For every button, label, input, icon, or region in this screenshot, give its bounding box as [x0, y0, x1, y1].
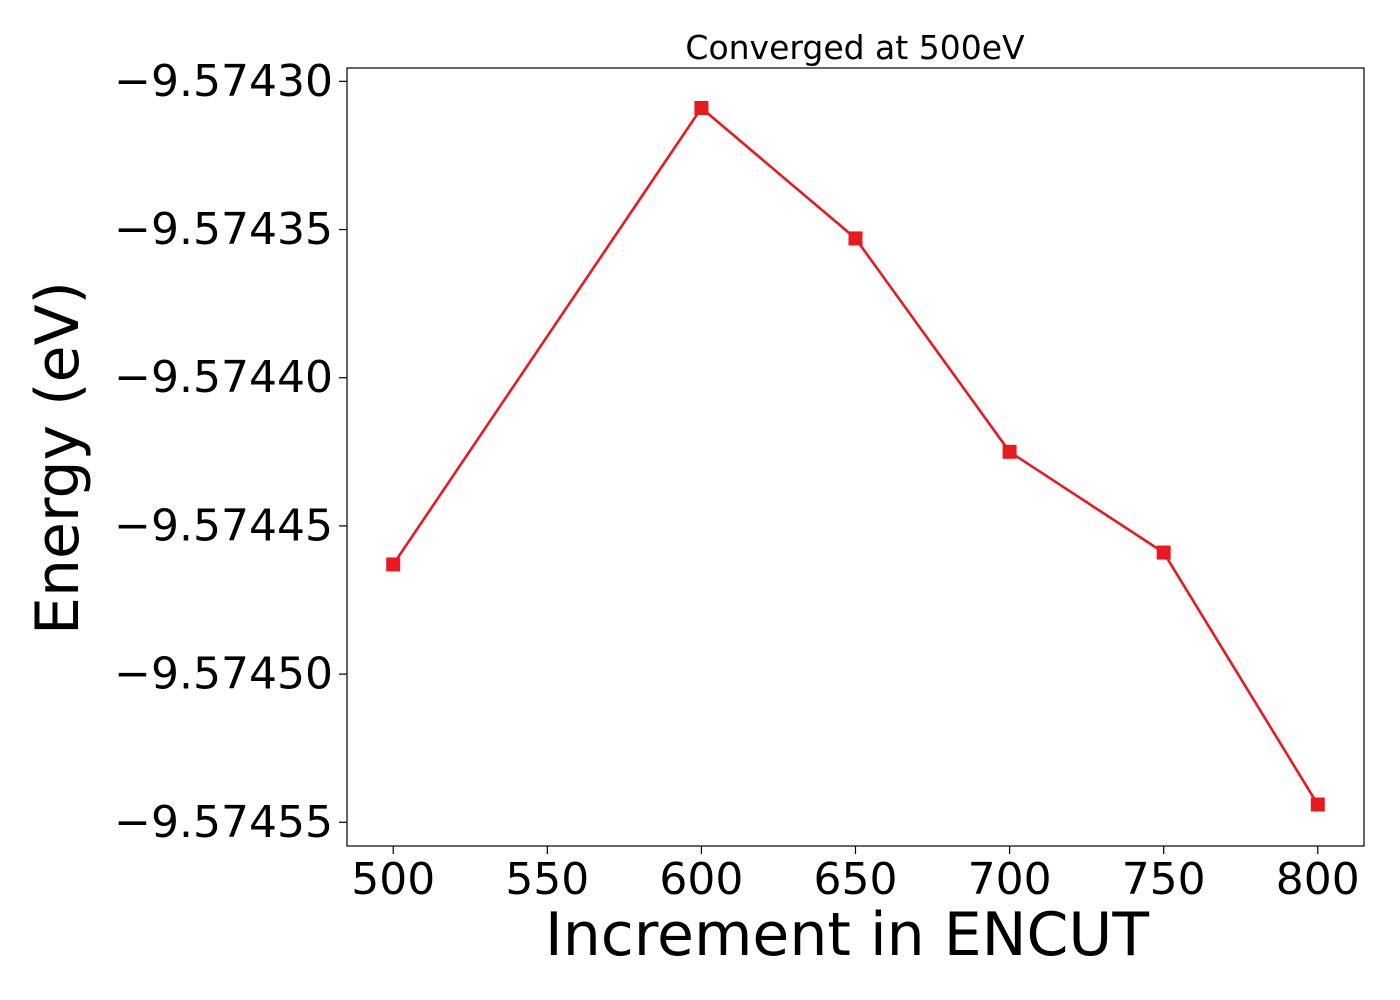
y-tick-label: −9.57435: [114, 204, 333, 255]
y-tick-label: −9.57440: [114, 352, 333, 403]
y-tick-label: −9.57445: [114, 500, 333, 551]
x-axis-ticks: 500 550 600 650 700 750 800: [351, 846, 1360, 905]
data-point-marker: [848, 231, 863, 246]
data-point-marker: [694, 101, 709, 116]
series-layer: [386, 101, 1325, 812]
y-tick-label: −9.57455: [114, 797, 333, 848]
x-tick-label: 750: [1122, 854, 1206, 905]
x-tick-label: 500: [351, 854, 435, 905]
data-point-marker: [1002, 444, 1017, 459]
y-tick-label: −9.57450: [114, 649, 333, 700]
y-axis-ticks: −9.57430 −9.57435 −9.57440 −9.57445 −9.57450…: [114, 56, 347, 848]
x-tick-label: 700: [968, 854, 1052, 905]
series-line: [392, 106, 1319, 806]
data-point-marker: [1310, 797, 1325, 812]
data-point-marker: [1156, 545, 1171, 560]
plot-frame: [346, 67, 1365, 847]
x-axis-label: Increment in ENCUT: [545, 900, 1149, 970]
x-tick-label: 550: [505, 854, 589, 905]
x-tick-label: 800: [1276, 854, 1360, 905]
data-point-marker: [386, 557, 401, 572]
y-tick-label: −9.57430: [114, 56, 333, 107]
y-axis-label: Energy (eV): [23, 281, 93, 635]
x-tick-label: 650: [814, 854, 898, 905]
x-tick-label: 600: [659, 854, 743, 905]
chart-title: Converged at 500eV: [685, 28, 1025, 67]
